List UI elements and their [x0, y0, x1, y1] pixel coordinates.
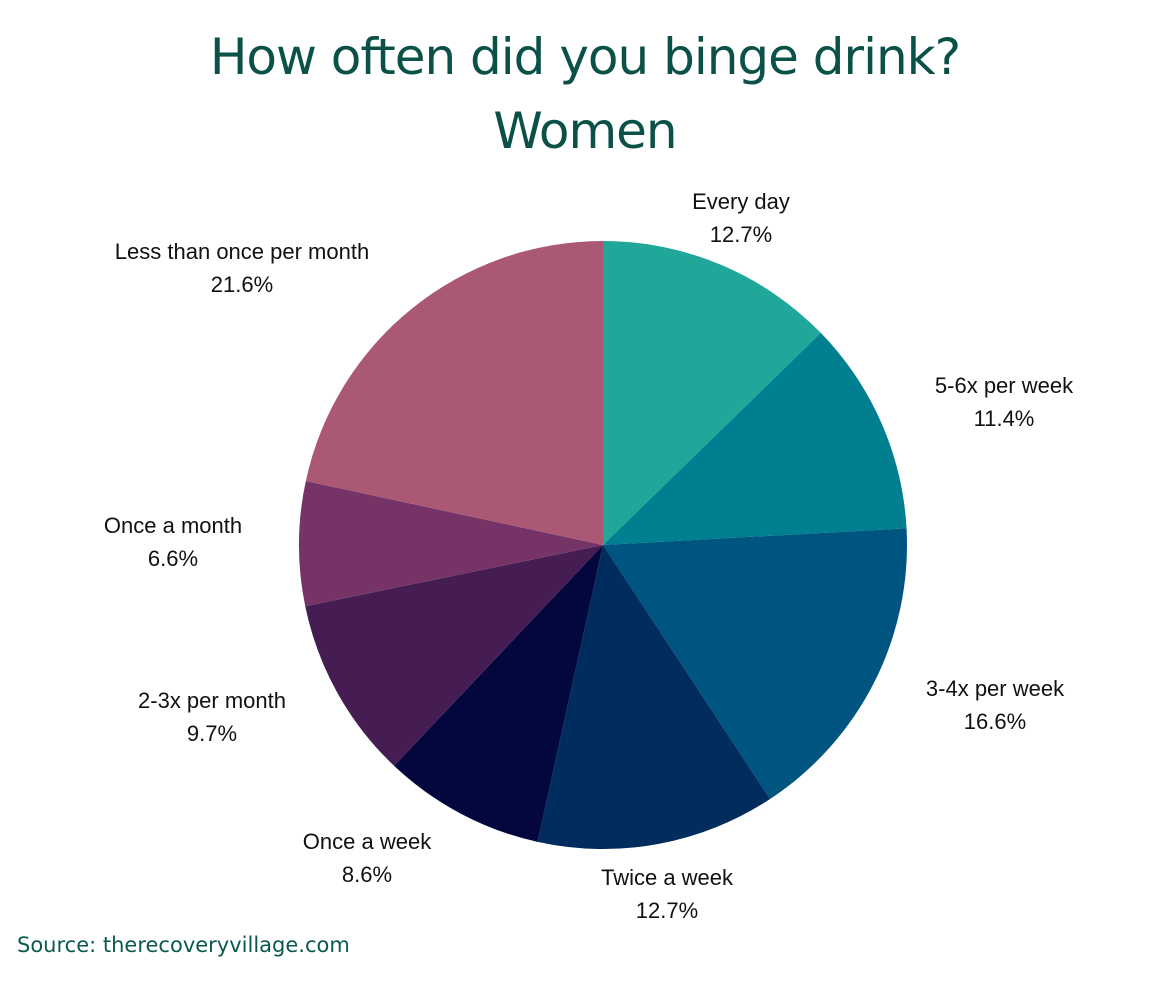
pie-slice-5-6x-per-week [603, 332, 907, 545]
slice-label-5-6x-per-week: 5-6x per week 11.4% [935, 369, 1073, 435]
pie-slice-every-day [603, 241, 821, 545]
slice-label-name: 3-4x per week [925, 676, 1065, 701]
source-note: Source: therecoveryvillage.com [17, 933, 350, 957]
slice-label-3-4x-per-week: 3-4x per week 16.6% [926, 672, 1064, 738]
slice-label-value: 9.7% [186, 721, 238, 746]
slice-label-name: 2-3x per month [138, 688, 286, 713]
slice-label-value: 21.6% [210, 272, 274, 297]
slice-label-2-3x-per-month: 2-3x per month 9.7% [138, 684, 286, 750]
slice-label-value: 8.6% [341, 862, 393, 887]
slice-label-value: 16.6% [963, 709, 1027, 734]
pie-slice-3-4x-per-week [603, 528, 908, 799]
pie-slice-once-a-month [298, 480, 603, 607]
slice-label-less-than-once-per-month: Less than once per month 21.6% [115, 235, 369, 301]
pie-slice-2-3x-per-month [305, 545, 603, 766]
pie-slice-less-than-once-per-month [305, 241, 603, 545]
slice-label-name: Once a month [103, 513, 243, 538]
slice-label-value: 11.4% [973, 406, 1035, 431]
pie-slice-twice-a-week [537, 545, 771, 849]
chart-subtitle: Women [493, 102, 677, 160]
slice-label-twice-a-week: Twice a week 12.7% [601, 861, 733, 927]
slice-label-name: Less than once per month [114, 239, 370, 264]
slice-label-name: Every day [692, 189, 790, 214]
slice-label-every-day: Every day 12.7% [692, 185, 790, 251]
slice-label-value: 6.6% [147, 546, 199, 571]
slice-label-value: 12.7% [635, 898, 699, 923]
slice-label-once-a-week: Once a week 8.6% [303, 825, 431, 891]
slice-label-name: 5-6x per week [934, 373, 1074, 398]
chart-title: How often did you binge drink? [209, 28, 961, 86]
slice-label-once-a-month: Once a month 6.6% [104, 509, 242, 575]
pie-slice-once-a-week [394, 545, 603, 842]
slice-label-name: Once a week [302, 829, 432, 854]
slice-label-name: Twice a week [600, 865, 734, 890]
slice-label-value: 12.7% [709, 222, 773, 247]
